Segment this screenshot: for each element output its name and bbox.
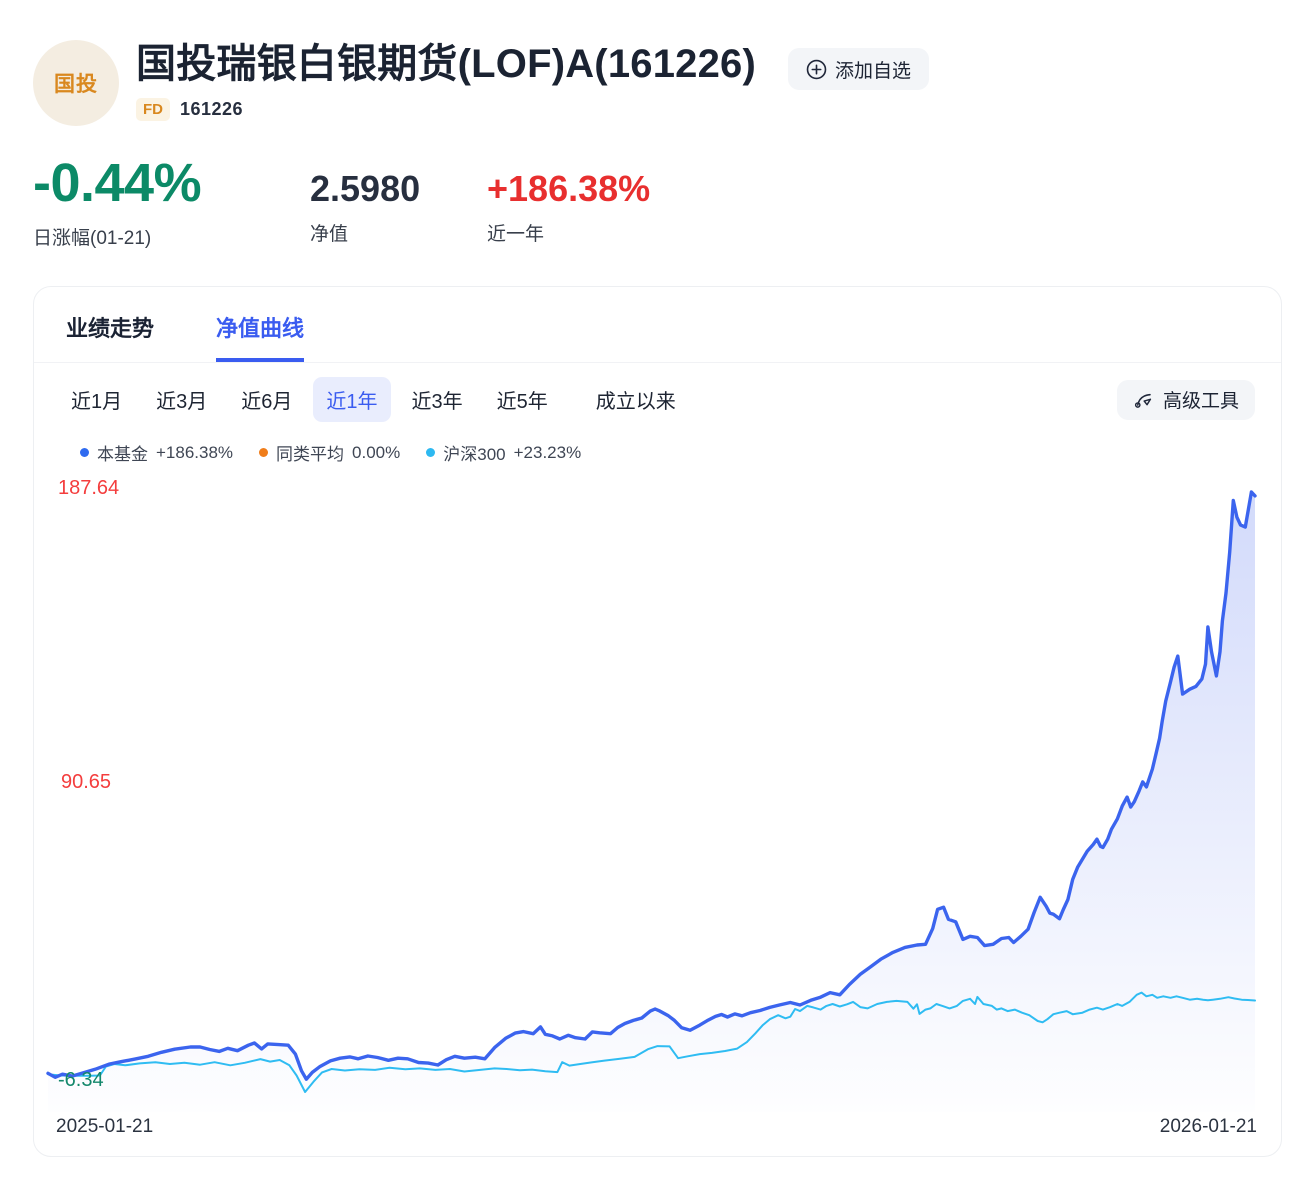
one-year-label: 近一年	[487, 224, 545, 245]
legend-csi300: 沪深300 +23.23%	[426, 440, 581, 465]
add-watchlist-button[interactable]: 添加自选	[788, 48, 930, 90]
fd-badge: FD	[136, 98, 170, 121]
chart-card: 业绩走势 净值曲线 近1月 近3月 近6月 近1年 近3年 近5年 成立以来 高…	[33, 286, 1282, 1157]
legend-fund-label: 本基金	[97, 445, 148, 464]
page-title: 国投瑞银白银期货(LOF)A(161226)	[136, 42, 757, 86]
stat-one-year: +186.38% 近一年	[487, 168, 650, 246]
period-1y[interactable]: 近1年	[313, 377, 391, 422]
daily-change-value: -0.44%	[33, 153, 202, 213]
daily-change-label: 日涨幅(01-21)	[33, 228, 152, 249]
one-year-value: +186.38%	[487, 168, 651, 209]
nav-value: 2.5980	[310, 168, 421, 209]
stats-row: -0.44% 日涨幅(01-21) 2.5980 净值 +186.38% 近一年	[0, 152, 1306, 250]
legend-category-avg-value: 0.00%	[352, 442, 401, 462]
plus-circle-icon	[806, 59, 827, 79]
period-selector: 近1月 近3月 近6月 近1年 近3年 近5年 成立以来 高级工具	[34, 363, 1281, 422]
legend-fund-value: +186.38%	[156, 442, 234, 462]
page-header: 国投 国投瑞银白银期货(LOF)A(161226) FD 161226 添加自选	[0, 0, 1306, 126]
series-line-本基金	[46, 490, 1257, 1081]
period-3y[interactable]: 近3年	[411, 391, 463, 413]
start-date-label: 2025-01-21	[56, 1116, 154, 1137]
x-axis-labels: 2025-01-21 2026-01-21	[34, 1112, 1281, 1156]
period-6m[interactable]: 近6月	[241, 391, 293, 413]
fund-avatar: 国投	[33, 40, 119, 126]
legend-category-avg-label: 同类平均	[276, 445, 345, 464]
avatar-text: 国投	[54, 73, 98, 96]
stat-daily-change: -0.44% 日涨幅(01-21)	[33, 152, 310, 250]
tab-performance-trend[interactable]: 业绩走势	[66, 316, 155, 341]
advanced-tools-button[interactable]: 高级工具	[1116, 379, 1255, 420]
legend-category-avg: 同类平均 0.00%	[259, 440, 400, 465]
period-5y[interactable]: 近5年	[496, 391, 548, 413]
period-since-inception[interactable]: 成立以来	[595, 391, 676, 413]
period-1m[interactable]: 近1月	[71, 391, 123, 413]
period-3m[interactable]: 近3月	[156, 391, 208, 413]
chart-svg	[46, 490, 1257, 1112]
bezier-curve-icon	[1134, 393, 1152, 408]
end-date-label: 2026-01-21	[1159, 1116, 1257, 1137]
nav-curve-chart[interactable]: 187.64 90.65 -6.34	[34, 469, 1281, 1112]
tab-nav-curve[interactable]: 净值曲线	[216, 311, 305, 362]
fund-dot-icon	[80, 448, 89, 457]
stat-nav: 2.5980 净值	[310, 168, 487, 246]
fund-code: 161226	[180, 99, 244, 119]
chart-legend: 本基金 +186.38% 同类平均 0.00% 沪深300 +23.23%	[34, 422, 1281, 465]
legend-fund: 本基金 +186.38%	[80, 440, 233, 465]
y-axis-max-label: 187.64	[58, 477, 120, 499]
fund-area-fill	[48, 492, 1255, 1112]
category-avg-dot-icon	[259, 448, 269, 457]
legend-csi300-value: +23.23%	[513, 442, 582, 462]
nav-label: 净值	[310, 224, 349, 245]
add-watchlist-label: 添加自选	[835, 60, 912, 82]
legend-csi300-label: 沪深300	[443, 445, 506, 464]
csi300-dot-icon	[426, 448, 436, 457]
advanced-tools-label: 高级工具	[1162, 391, 1239, 412]
series-line-沪深300	[47, 991, 1256, 1093]
y-axis-min-label: -6.34	[58, 1069, 104, 1091]
chart-tabs: 业绩走势 净值曲线	[34, 287, 1281, 363]
y-axis-mid-label: 90.65	[61, 771, 112, 793]
